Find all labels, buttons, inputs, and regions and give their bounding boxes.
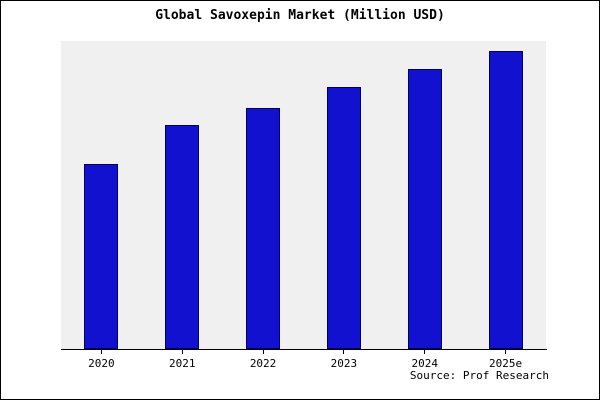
- bar-slot: [384, 41, 465, 349]
- bar-2025e: [488, 51, 523, 349]
- bar-2023: [326, 87, 361, 349]
- bar-slot: [61, 41, 142, 349]
- x-label-slot: 2025e: [465, 350, 546, 370]
- bar-2022: [246, 108, 281, 349]
- x-label-slot: 2020: [61, 350, 142, 370]
- x-label-2024: 2024: [411, 357, 438, 370]
- bar-slot: [303, 41, 384, 349]
- x-tick: [505, 350, 507, 354]
- plot-area: [61, 41, 546, 349]
- x-tick: [262, 350, 264, 354]
- bar-slot: [465, 41, 546, 349]
- x-tick: [424, 350, 426, 354]
- x-label-2025e: 2025e: [488, 357, 523, 370]
- bar-2020: [84, 164, 119, 349]
- x-label-slot: 2021: [142, 350, 223, 370]
- bar-slot: [142, 41, 223, 349]
- x-label-slot: 2023: [303, 350, 384, 370]
- bar-slot: [223, 41, 304, 349]
- x-axis-labels: 2020 2021 2022 2023 2024 2025e: [61, 350, 546, 370]
- x-label-slot: 2022: [223, 350, 304, 370]
- x-label-slot: 2024: [384, 350, 465, 370]
- x-tick: [100, 350, 102, 354]
- x-label-2023: 2023: [330, 357, 358, 370]
- bars: [61, 41, 546, 349]
- x-tick: [343, 350, 345, 354]
- source-note: Source: Prof Research: [409, 369, 549, 382]
- bar-2024: [407, 69, 442, 349]
- x-tick: [181, 350, 183, 354]
- bar-2021: [165, 125, 200, 349]
- x-label-2022: 2022: [249, 357, 277, 370]
- x-axis-line: [61, 349, 547, 350]
- x-label-2021: 2021: [168, 357, 196, 370]
- chart-title: Global Savoxepin Market (Million USD): [155, 8, 445, 23]
- x-label-2020: 2020: [88, 357, 115, 370]
